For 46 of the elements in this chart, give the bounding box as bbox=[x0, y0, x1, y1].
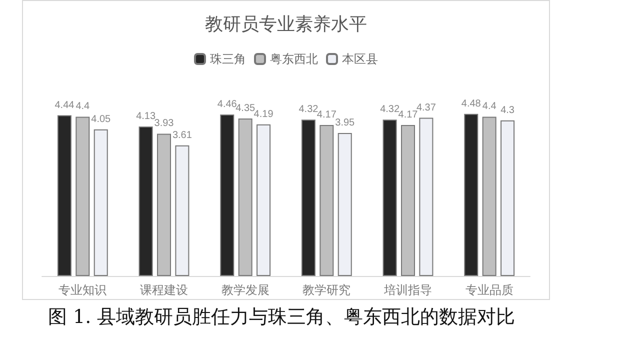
data-label: 4.37 bbox=[416, 102, 436, 114]
x-tick-label: 课程建设 bbox=[140, 283, 188, 297]
bar bbox=[256, 124, 271, 276]
x-tick-label: 教学发展 bbox=[221, 283, 270, 297]
bar bbox=[419, 118, 434, 276]
data-label: 4.17 bbox=[398, 110, 418, 121]
data-label: 4.35 bbox=[236, 103, 256, 114]
x-tick-label: 教学研究 bbox=[302, 283, 351, 297]
data-label: 4.17 bbox=[316, 110, 337, 121]
data-label: 3.95 bbox=[335, 118, 356, 129]
x-tick-label: 培训指导 bbox=[383, 283, 432, 297]
bar bbox=[401, 125, 415, 276]
x-tick-label: 专业品质 bbox=[465, 283, 514, 297]
data-label: 4.44 bbox=[54, 100, 75, 111]
data-label: 4.4 bbox=[482, 101, 497, 112]
data-label: 4.05 bbox=[91, 114, 112, 125]
data-label: 3.61 bbox=[172, 130, 192, 141]
legend-label: 珠三角 bbox=[210, 52, 246, 66]
data-label: 3.93 bbox=[154, 118, 174, 130]
data-label: 4.19 bbox=[254, 108, 274, 120]
bar bbox=[338, 133, 352, 276]
data-label: 4.32 bbox=[380, 104, 400, 116]
bar bbox=[138, 126, 153, 276]
bar bbox=[57, 115, 72, 276]
bar bbox=[320, 125, 334, 276]
caption: 图 1. 县域教研员胜任力与珠三角、粤东西北的数据对比 bbox=[47, 305, 516, 330]
data-label: 4.13 bbox=[136, 110, 156, 122]
bar bbox=[500, 120, 515, 276]
bar bbox=[382, 120, 397, 276]
bar bbox=[94, 129, 108, 276]
data-label: 4.48 bbox=[461, 98, 482, 110]
chart-title: 教研员专业素养水平 bbox=[205, 14, 367, 34]
bar bbox=[157, 134, 171, 276]
bar bbox=[220, 114, 234, 276]
data-label: 4.4 bbox=[76, 101, 90, 112]
bar bbox=[464, 114, 478, 276]
data-label: 4.3 bbox=[500, 104, 515, 116]
legend-label: 粤东西北 bbox=[270, 52, 318, 66]
bar bbox=[301, 120, 316, 276]
bar bbox=[238, 118, 252, 276]
bar bbox=[76, 116, 90, 276]
x-tick-label: 专业知识 bbox=[58, 283, 107, 297]
bar bbox=[482, 116, 496, 276]
legend-label: 本区县 bbox=[342, 52, 378, 66]
data-label: 4.46 bbox=[217, 99, 238, 110]
bar bbox=[175, 145, 190, 276]
